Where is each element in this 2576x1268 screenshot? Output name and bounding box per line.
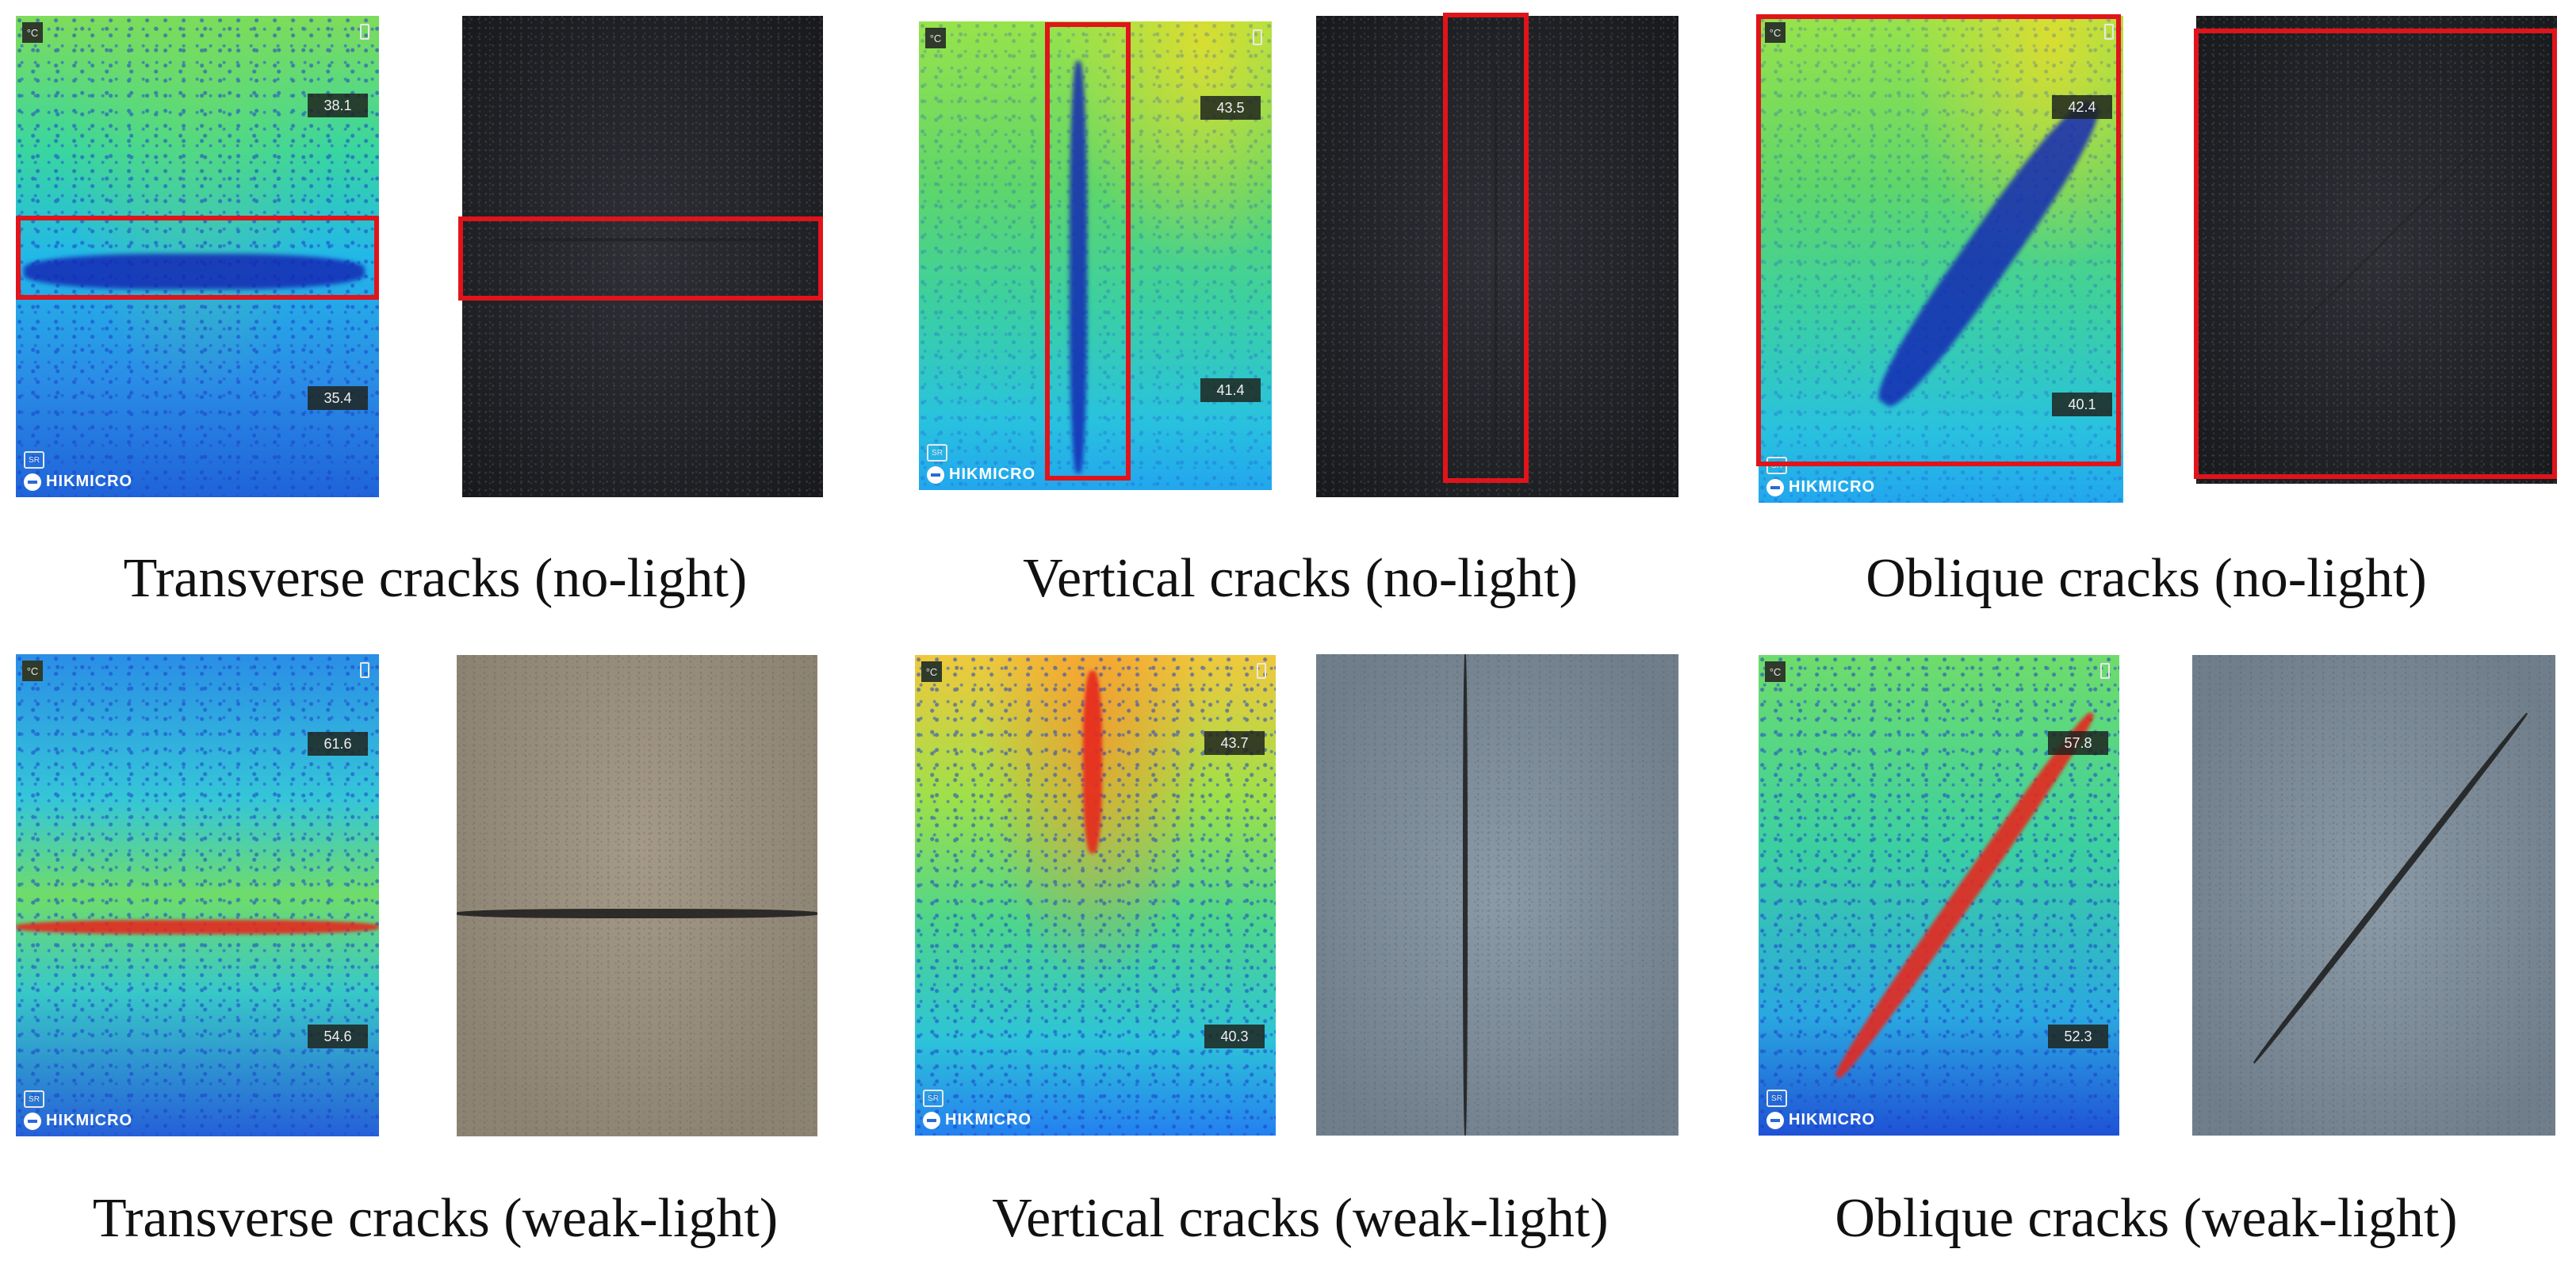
sr-mode-icon: SR	[24, 451, 44, 469]
max-temp-readout: 42.4	[2052, 95, 2112, 119]
crack-line	[1463, 654, 1468, 1136]
thermal-image-vertical-weak-light: °C 43.7 40.3 SR HIKMICRO	[915, 655, 1276, 1136]
hikmicro-logo-text: HIKMICRO	[1789, 1111, 1876, 1128]
slate-pavement	[2192, 655, 2555, 1136]
sr-mode-icon: SR	[923, 1090, 944, 1107]
pavement-grain	[462, 16, 823, 497]
min-temp-readout: 40.3	[1204, 1025, 1265, 1048]
caption-oblique-weak-light: Oblique cracks (weak-light)	[1835, 1188, 2458, 1249]
dark-pavement	[462, 16, 823, 497]
thermal-image-oblique-weak-light: °C 57.8 52.3 SR HIKMICRO	[1759, 655, 2119, 1136]
min-temp-readout: 41.4	[1200, 378, 1261, 402]
hikmicro-mark-icon	[923, 1111, 940, 1129]
crack-line	[1495, 63, 1498, 460]
thermal-image-transverse-weak-light: °C 61.6 54.6 SR HIKMICRO	[16, 654, 379, 1136]
celsius-unit-icon: °C	[1765, 22, 1786, 43]
battery-icon	[360, 24, 369, 40]
thermal-image-vertical-no-light: °C 43.5 41.4 SR HIKMICRO	[919, 21, 1272, 490]
thermal-speckle	[1759, 655, 2119, 1136]
roi-box	[2194, 29, 2557, 479]
hikmicro-logo: HIKMICRO	[24, 473, 132, 491]
visible-image-vertical-no-light	[1316, 16, 1678, 497]
caption-vertical-weak-light: Vertical cracks (weak-light)	[992, 1188, 1609, 1249]
battery-icon	[2104, 24, 2114, 40]
caption-transverse-weak-light: Transverse cracks (weak-light)	[92, 1188, 779, 1249]
hikmicro-logo: HIKMICRO	[1766, 1111, 1875, 1129]
visible-image-oblique-no-light	[2196, 16, 2557, 484]
hikmicro-mark-icon	[1766, 1111, 1784, 1129]
roi-box	[1756, 14, 2121, 466]
hikmicro-logo: HIKMICRO	[923, 1111, 1032, 1129]
celsius-unit-icon: °C	[22, 661, 43, 681]
sr-mode-icon: SR	[927, 444, 947, 462]
max-temp-readout: 43.7	[1204, 731, 1265, 755]
hikmicro-logo-text: HIKMICRO	[949, 465, 1036, 483]
caption-oblique-no-light: Oblique cracks (no-light)	[1866, 548, 2427, 609]
roi-box	[16, 216, 379, 300]
visible-image-vertical-weak-light	[1316, 654, 1678, 1136]
crack-line	[457, 909, 817, 918]
hikmicro-logo-text: HIKMICRO	[945, 1111, 1032, 1128]
roi-box	[1045, 22, 1131, 481]
caption-transverse-no-light: Transverse cracks (no-light)	[123, 548, 748, 609]
hikmicro-mark-icon	[927, 465, 944, 484]
hikmicro-logo-text: HIKMICRO	[1789, 478, 1876, 496]
pavement-grain	[2192, 655, 2555, 1136]
hikmicro-logo: HIKMICRO	[24, 1112, 132, 1130]
celsius-unit-icon: °C	[925, 28, 946, 48]
pavement-grain	[457, 655, 817, 1136]
crack-signature	[1070, 61, 1087, 473]
hikmicro-mark-icon	[1766, 478, 1784, 496]
hikmicro-logo: HIKMICRO	[1766, 478, 1875, 496]
crack-signature	[16, 920, 379, 934]
min-temp-readout: 35.4	[308, 386, 368, 410]
hikmicro-logo-text: HIKMICRO	[46, 473, 133, 490]
celsius-unit-icon: °C	[921, 661, 942, 682]
hikmicro-mark-icon	[24, 1112, 41, 1130]
hikmicro-mark-icon	[24, 473, 41, 491]
max-temp-readout: 61.6	[308, 732, 368, 756]
crack-signature	[1083, 671, 1102, 853]
battery-icon	[1253, 29, 1262, 45]
max-temp-readout: 38.1	[308, 94, 368, 117]
pavement-grain	[1316, 654, 1678, 1136]
sr-mode-icon: SR	[24, 1090, 44, 1108]
min-temp-readout: 54.6	[308, 1025, 368, 1048]
visible-image-oblique-weak-light	[2192, 655, 2555, 1136]
battery-icon	[2100, 663, 2110, 679]
crack-signature	[24, 254, 365, 289]
sr-mode-icon: SR	[1766, 1090, 1787, 1107]
thermal-speckle	[16, 654, 379, 1136]
celsius-unit-icon: °C	[22, 22, 43, 43]
battery-icon	[1257, 663, 1266, 679]
visible-image-transverse-no-light	[462, 16, 823, 497]
tan-pavement	[457, 655, 817, 1136]
crack-line	[494, 238, 795, 241]
max-temp-readout: 43.5	[1200, 96, 1261, 120]
dark-pavement	[2196, 16, 2557, 484]
roi-box	[1443, 13, 1529, 483]
thermal-image-transverse-no-light: °C 38.1 35.4 SR HIKMICRO	[16, 16, 379, 497]
visible-image-transverse-weak-light	[457, 655, 817, 1136]
roi-box	[458, 216, 823, 301]
battery-icon	[360, 662, 369, 678]
pavement-grain	[2196, 16, 2557, 484]
caption-vertical-no-light: Vertical cracks (no-light)	[1023, 548, 1578, 609]
thermal-image-oblique-no-light: °C 42.4 40.1 SR HIKMICRO	[1759, 16, 2123, 503]
celsius-unit-icon: °C	[1765, 661, 1786, 682]
min-temp-readout: 52.3	[2048, 1025, 2108, 1048]
max-temp-readout: 57.8	[2048, 731, 2108, 755]
hikmicro-logo-text: HIKMICRO	[46, 1112, 133, 1129]
hikmicro-logo: HIKMICRO	[927, 465, 1035, 484]
slate-pavement	[1316, 654, 1678, 1136]
min-temp-readout: 40.1	[2052, 393, 2112, 416]
